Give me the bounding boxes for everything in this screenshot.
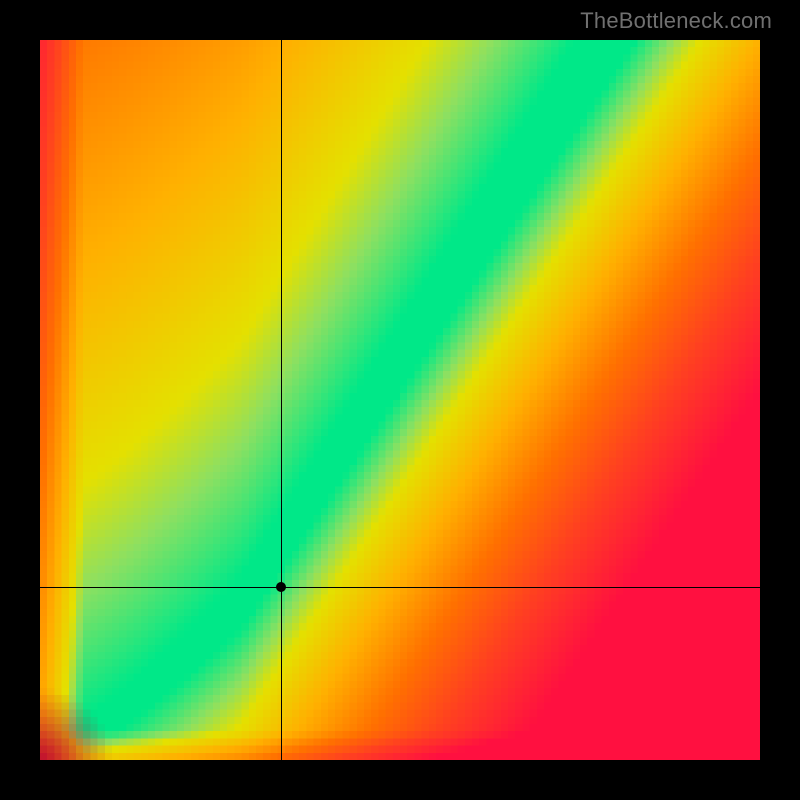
crosshair-marker xyxy=(276,582,286,592)
crosshair-vertical xyxy=(281,40,282,760)
heatmap-canvas xyxy=(40,40,760,760)
watermark-text: TheBottleneck.com xyxy=(580,8,772,34)
heatmap-plot xyxy=(40,40,760,760)
crosshair-horizontal xyxy=(40,587,760,588)
